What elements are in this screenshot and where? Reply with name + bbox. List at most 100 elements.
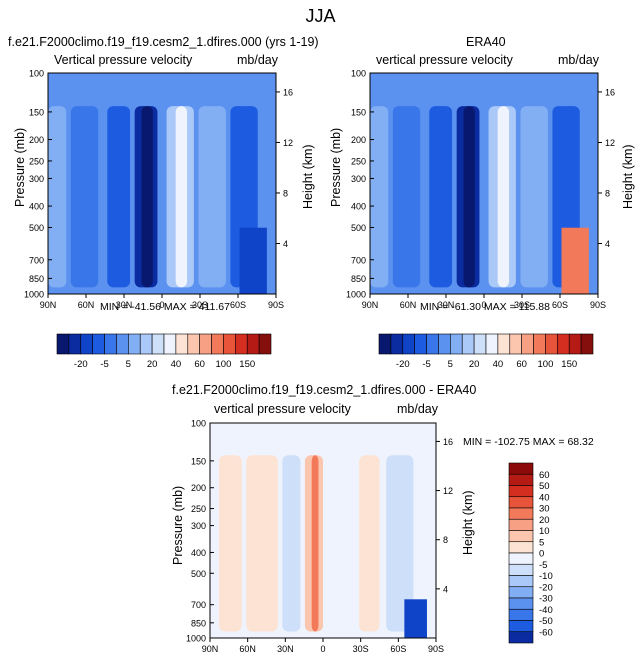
panel-model-y2tick-label: 4 [283,239,288,249]
panel-diff-colorbar-swatch [508,608,534,621]
panel-obs-field-surface-core [561,227,589,294]
panel-diff-colorbar-label: -40 [539,605,553,616]
panel-model-field-band [48,106,67,288]
panel-diff-xtick-label: 60S [390,644,406,654]
panel-obs-y2tick-label: 12 [605,138,615,148]
panel-diff-ytick-label: 850 [191,618,206,628]
panel-diff-colorbar-label: -30 [539,594,553,605]
panel-model-y2tick-label: 8 [283,188,288,198]
panel-diff-colorbar-label: -10 [539,571,553,582]
panel-model-colorbar-swatch [246,333,260,355]
panel-obs-xtick-label: 90N [362,300,379,310]
panel-obs-ytick-label: 500 [351,223,366,233]
panel-diff-colorbar-swatch [508,563,534,576]
panel-diff-colorbar-swatch [508,462,534,475]
panel-obs-xtick-label: 30S [514,300,530,310]
panel-obs-colorbar-swatch [485,333,499,355]
panel-obs-colorbar-label: -20 [396,359,410,370]
panel-obs-field-band [429,106,453,288]
panel-model-colorbar-swatch [116,333,129,355]
panel-diff-ytick-label: 150 [191,456,206,466]
panel-diff-xtick-label: 90N [202,644,219,654]
panel-diff-ytick-label: 100 [191,419,206,429]
panel-obs-colorbar-swatch [568,333,582,355]
panel-model-ylabel: Pressure (mb) [13,127,27,207]
panel-model-colorbar-label: 20 [147,359,158,370]
panel-diff-colorbar-swatch [508,620,534,633]
panel-model-y2tick-label: 12 [283,138,293,148]
panel-model-left-label: Vertical pressure velocity [54,53,193,67]
panel-model-ytick-label: 500 [29,223,44,233]
panel-diff-colorbar-swatch [508,552,534,565]
panel-model-field-band [70,106,99,288]
panel-model-colorbar-label: 150 [239,359,255,370]
panel-diff-colorbar-swatch [508,631,534,644]
panel-obs-stats: MIN = -61.30 MAX = 115.88 [420,301,550,313]
panel-model-field-band [198,106,226,288]
panel-obs-colorbar-swatch [450,333,463,355]
panel-model-colorbar-swatch [211,333,224,355]
panel-model-xtick-label: 30N [116,300,133,310]
panel-obs-field-band [392,106,421,288]
panel-obs-colorbar-swatch [438,333,451,355]
panel-obs-ytick-label: 100 [351,69,366,79]
panel-model-xtick-label: 0 [159,300,164,310]
panel-diff-colorbar-swatch [508,473,534,486]
panel-model-colorbar-swatch [128,333,141,355]
panel-diff-ytick-label: 250 [191,504,206,514]
panel-model-colorbar-label: 40 [171,359,182,370]
panel-model-field-surface-core [239,227,267,294]
panel-model-stats: MIN = -41.56 MAX = 411.67 [100,301,230,313]
panel-model-colorbar-swatch [139,333,153,355]
panel-diff-colorbar-swatch [508,485,534,498]
panel-diff-xtick-label: 0 [320,644,325,654]
panel-obs-colorbar-swatch [557,333,570,355]
panel-model-title: f.e21.F2000climo.f19_f19.cesm2_1.dfires.… [8,35,319,49]
panel-obs-colorbar-swatch [426,333,439,355]
panel-diff-colorbar-swatch [508,530,534,543]
panel-obs-ytick-label: 300 [351,174,366,184]
panel-diff-field-band [386,455,414,632]
panel-obs-left-label: vertical pressure velocity [376,53,513,67]
panel-diff-colorbar-label: 0 [539,549,544,560]
panel-obs-y2tick-label: 16 [605,87,615,97]
panel-model-xtick-label: 60S [230,300,246,310]
panel-obs-colorbar-swatch [402,333,415,355]
panel-diff-colorbar-label: 30 [539,504,550,515]
panel-model-ytick-label: 850 [29,274,44,284]
panel-model-xtick-label: 30S [192,300,208,310]
panel-obs-field-band [463,106,475,288]
panel-obs-y2tick-label: 8 [605,188,610,198]
panel-obs-colorbar-label: 150 [561,359,577,370]
panel-obs-units: mb/day [558,53,599,67]
panel-obs-colorbar-label: 100 [538,359,554,370]
panel-diff-colorbar-swatch [508,507,534,520]
figure-title: JJA [305,6,336,26]
panel-obs-colorbar-swatch [414,333,427,355]
panel-obs-ytick-label: 200 [351,135,366,145]
panel-diff-colorbar-label: 5 [539,537,544,548]
panel-obs-colorbar-swatch [390,333,404,355]
panel-diff-ytick-label: 700 [191,600,206,610]
panel-diff-left-label: vertical pressure velocity [214,402,351,416]
panel-diff-colorbar-swatch [508,541,534,554]
panel-diff-ytick-label: 1000 [186,634,206,644]
panel-model-field-band [141,106,153,288]
panel-obs-ytick-label: 1000 [346,290,366,300]
panel-obs-xtick-label: 90S [590,300,606,310]
panel-diff-colorbar-label: 60 [539,470,550,481]
panel-model-colorbar-swatch [235,333,248,355]
panel-diff-xtick-label: 90S [428,644,444,654]
panel-diff-colorbar-swatch [508,496,534,509]
panel-diff-field-band [311,455,319,632]
panel-obs-xtick-label: 60N [400,300,417,310]
panel-diff-colorbar-label: -20 [539,582,553,593]
panel-diff-colorbar-label: -5 [539,560,547,571]
panel-obs-y2tick-label: 4 [605,239,610,249]
panel-model-colorbar-swatch [223,333,236,355]
panel-obs-colorbar-swatch [509,333,522,355]
panel-diff-y2tick-label: 16 [443,437,453,447]
panel-obs-ytick-label: 400 [351,202,366,212]
panel-obs-xtick-label: 0 [481,300,486,310]
panel-model-colorbar-swatch [92,333,105,355]
